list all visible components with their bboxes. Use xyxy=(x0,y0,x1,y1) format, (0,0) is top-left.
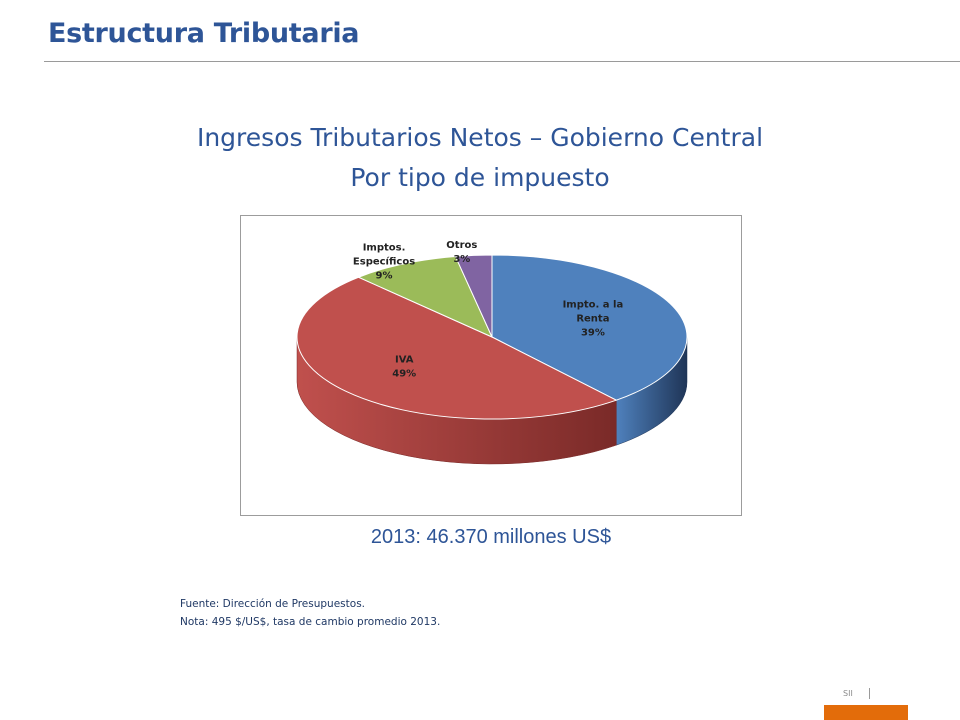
pie-label-impto-a-la-renta: Impto. a la Renta 39% xyxy=(563,300,624,339)
pie-chart-frame: Impto. a la Renta 39% IVA 49% Imptos. Específi… xyxy=(240,215,742,516)
footer-accent-bar xyxy=(824,705,908,720)
pie-slice-impto-a-la-renta xyxy=(491,254,688,401)
slide-title: Estructura Tributaria xyxy=(48,18,360,49)
pie-slice-iva xyxy=(296,276,618,420)
chart-subtitle: Por tipo de impuesto xyxy=(350,163,610,192)
pie-label-imptos-espec-ficos: Imptos. Específicos 9% xyxy=(353,242,415,281)
pie-label-iva: IVA 49% xyxy=(392,355,416,380)
exchange-rate-note: Nota: 495 $/US$, tasa de cambio promedio… xyxy=(180,616,441,628)
footer-brand: SII xyxy=(843,689,853,698)
pie-chart: Impto. a la Renta 39% IVA 49% Imptos. Específi… xyxy=(296,240,688,465)
pie-label-otros: Otros 3% xyxy=(446,240,477,265)
total-revenue: 2013: 46.370 millones US$ xyxy=(370,526,612,548)
pie-slice-otros xyxy=(454,254,493,338)
source-note: Fuente: Dirección de Presupuestos. xyxy=(180,598,365,610)
pie-slice-imptos-espec-ficos xyxy=(357,255,494,338)
title-divider xyxy=(44,61,960,62)
footer-separator xyxy=(869,688,870,699)
chart-title: Ingresos Tributarios Netos – Gobierno Ce… xyxy=(196,123,764,152)
